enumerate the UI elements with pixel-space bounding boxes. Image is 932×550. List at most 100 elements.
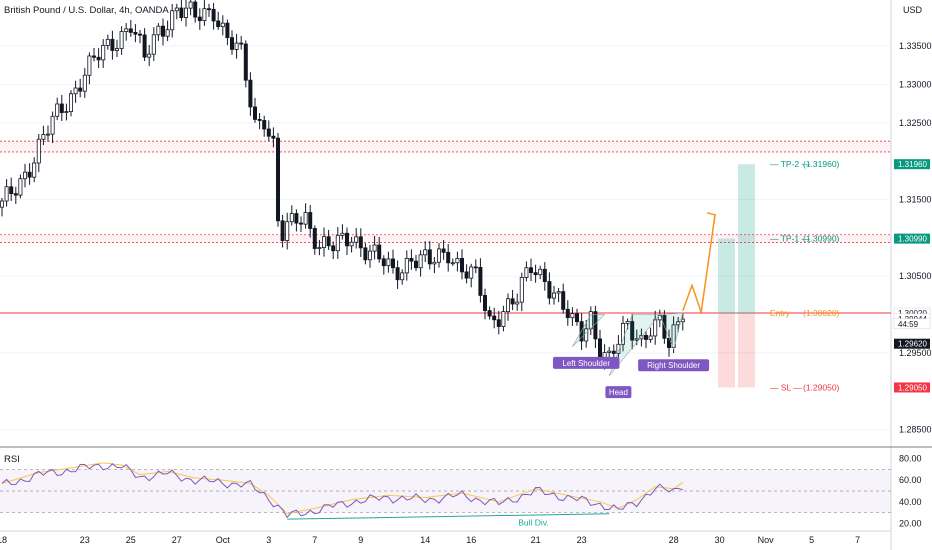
rsi-line xyxy=(1,463,683,519)
candle-body-bear xyxy=(275,137,280,222)
candle xyxy=(216,11,221,30)
candle-body-bull xyxy=(455,258,460,264)
resistance-zones xyxy=(0,140,891,314)
candle-body-bear xyxy=(427,249,432,265)
projection-arrow xyxy=(682,214,716,313)
pattern-shape xyxy=(572,314,606,348)
candle-body-bear xyxy=(579,321,584,342)
candle xyxy=(262,115,267,137)
candle xyxy=(0,197,4,217)
candle-body-bear xyxy=(344,232,349,247)
candle-body-bear xyxy=(225,22,230,39)
candle xyxy=(547,272,552,305)
candle xyxy=(671,316,676,353)
divergence-line xyxy=(287,513,610,520)
candle xyxy=(496,310,501,335)
candle-body-bear xyxy=(464,271,469,279)
level-name-0: — TP-2 — xyxy=(770,159,810,169)
candle xyxy=(73,80,78,103)
candle-body-bull xyxy=(101,45,106,61)
candle xyxy=(662,310,667,344)
candle-body-bull xyxy=(183,7,188,18)
candle xyxy=(96,48,101,69)
candle xyxy=(381,255,386,275)
candle xyxy=(400,269,405,285)
price-tick: 1.33500 xyxy=(899,41,932,51)
candle xyxy=(9,177,14,201)
candle-body-bull xyxy=(289,213,294,223)
candle xyxy=(533,264,538,283)
candle xyxy=(252,97,257,123)
candle-body-bull xyxy=(4,186,9,202)
time-tick: 18 xyxy=(0,535,7,545)
candle xyxy=(78,78,83,98)
time-tick: Nov xyxy=(758,535,775,545)
sl-box-2 xyxy=(738,313,755,388)
candle xyxy=(239,35,244,50)
candle xyxy=(335,227,340,259)
candle-body-bull xyxy=(469,266,474,279)
candle-body-bull xyxy=(188,1,193,9)
candle-body-bull xyxy=(165,29,170,37)
candle-body-bear xyxy=(137,33,142,36)
time-axis[interactable]: 18 23 25 27 Oct 3 7 9 14 16 21 23 28 30 Nov 5 7 xyxy=(0,535,860,545)
candle xyxy=(220,15,225,36)
candle-body-bear xyxy=(78,87,83,92)
candle xyxy=(395,260,400,289)
candle xyxy=(354,228,359,249)
candle-body-bear xyxy=(266,128,271,137)
candle xyxy=(289,205,294,226)
candle xyxy=(427,241,432,270)
price-axis[interactable]: 1.33500 1.33000 1.32500 1.31500 1.30500 1.295… xyxy=(899,41,932,435)
candle xyxy=(285,212,290,250)
candle-body-bear xyxy=(142,34,147,58)
candle xyxy=(621,315,626,352)
rsi-tick: 60.00 xyxy=(899,475,922,485)
candle xyxy=(64,103,69,121)
candle-body-bear xyxy=(59,103,64,113)
candle-body-bear xyxy=(409,258,414,262)
candle-body-bear xyxy=(496,319,501,327)
candle xyxy=(128,19,133,37)
candle xyxy=(478,258,483,303)
divergence-label: Bull Div. xyxy=(518,518,549,528)
candle-body-bull xyxy=(432,261,437,265)
candle xyxy=(234,33,239,59)
candle xyxy=(36,133,41,173)
rsi-tick: 20.00 xyxy=(899,519,922,529)
level-value-3: (1.29050) xyxy=(803,382,840,392)
candle xyxy=(676,316,681,333)
candle-body-bear xyxy=(441,248,446,253)
candle xyxy=(455,251,460,272)
candle-body-bear xyxy=(363,247,368,261)
candle xyxy=(515,293,520,311)
candle xyxy=(32,157,37,183)
price-gridlines xyxy=(0,45,891,431)
candle-body-bear xyxy=(160,25,165,37)
pattern-label-box xyxy=(605,386,632,399)
candle-body-bull xyxy=(32,162,37,178)
time-tick: 28 xyxy=(669,535,679,545)
candle-body-bear xyxy=(644,334,649,340)
candle xyxy=(501,305,506,332)
candle-body-bull xyxy=(335,234,340,252)
level-name-3: — SL — xyxy=(770,382,802,392)
candle-body-bull xyxy=(64,111,69,113)
candle-body-bull xyxy=(340,232,345,236)
candle-body-bull xyxy=(36,138,41,164)
time-tick: Oct xyxy=(216,535,231,545)
candle-body-bear xyxy=(331,245,336,252)
level-name-2: Entry xyxy=(770,308,791,318)
candle-body-bull xyxy=(156,25,161,36)
rsi-tick: 80.00 xyxy=(899,454,922,464)
candle-body-bull xyxy=(234,42,239,50)
candle xyxy=(441,239,446,260)
candle xyxy=(294,209,299,232)
resistance-zone-fill xyxy=(0,234,891,243)
candle xyxy=(119,26,124,55)
candle xyxy=(55,97,60,120)
sl-box-1 xyxy=(718,313,735,388)
candle xyxy=(386,251,391,273)
candle xyxy=(308,204,313,238)
